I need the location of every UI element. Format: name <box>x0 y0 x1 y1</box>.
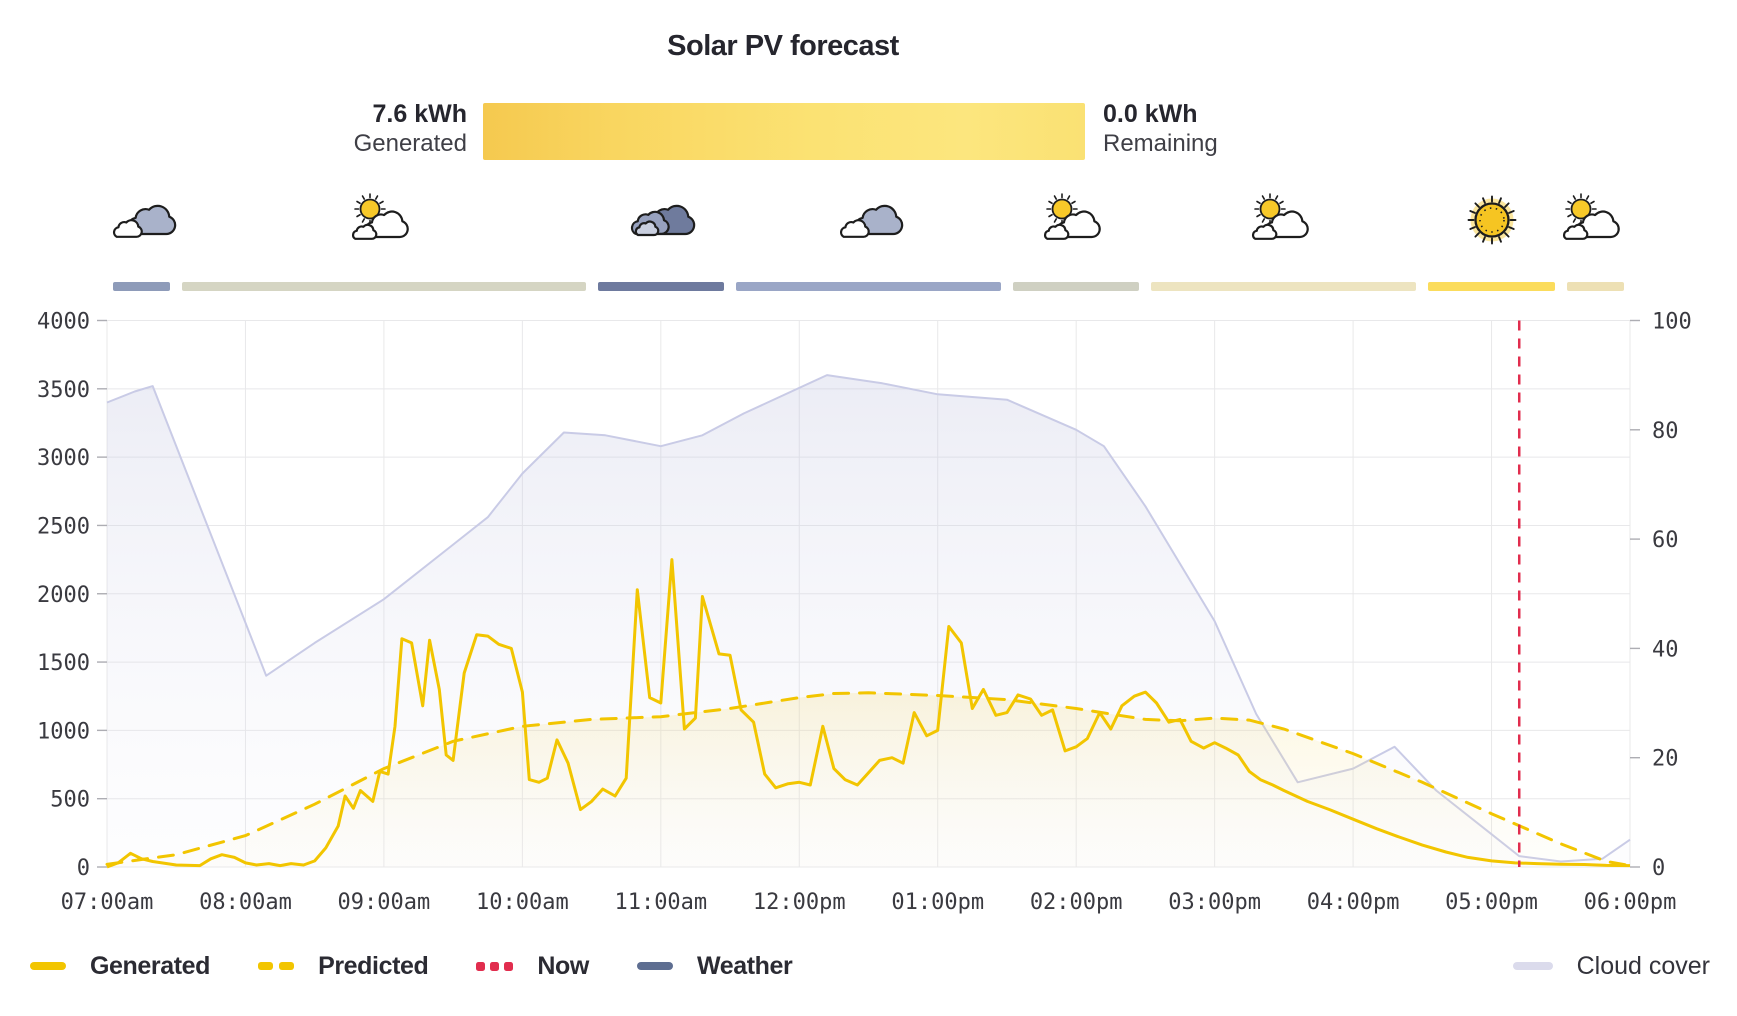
weather-segment <box>1428 282 1555 291</box>
legend-item-cloud-cover[interactable]: Cloud cover <box>1512 951 1710 981</box>
generated-label: Generated <box>353 130 467 157</box>
axis-labels: 0 500 1000 1500 2000 2500 3000 3500 4000 0 20 40 60 8… <box>37 310 1692 916</box>
legend-item-generated[interactable]: Generated <box>30 952 210 981</box>
svg-text:0: 0 <box>77 856 90 881</box>
svg-text:10:00am: 10:00am <box>476 890 569 915</box>
svg-text:3500: 3500 <box>37 378 90 403</box>
legend-right-group: Cloud cover <box>1512 951 1710 981</box>
generated-value: 7.6 kWh <box>372 100 467 128</box>
predicted-dashed-swatch <box>258 962 295 970</box>
svg-text:4000: 4000 <box>37 310 90 335</box>
legend-item-predicted[interactable]: Predicted <box>258 951 429 981</box>
legend-label-predicted: Predicted <box>318 951 429 980</box>
svg-text:02:00pm: 02:00pm <box>1030 890 1123 915</box>
svg-text:12:00pm: 12:00pm <box>753 890 846 915</box>
weather-segment <box>113 282 171 291</box>
forecast-chart: 0 500 1000 1500 2000 2500 3000 3500 4000 0 20 40 60 8… <box>37 310 1692 916</box>
svg-text:09:00am: 09:00am <box>338 890 431 915</box>
legend-label-now: Now <box>537 951 589 980</box>
svg-text:1000: 1000 <box>37 719 90 744</box>
svg-text:07:00am: 07:00am <box>61 890 154 915</box>
legend-label-weather: Weather <box>696 951 793 980</box>
overcast-icon <box>625 192 697 252</box>
svg-text:01:00pm: 01:00pm <box>891 890 984 915</box>
now-dotted-swatch <box>476 961 514 971</box>
partly-sunny-icon <box>1040 192 1112 252</box>
svg-text:2000: 2000 <box>37 583 90 608</box>
svg-text:2500: 2500 <box>37 514 90 539</box>
legend-left-group: Generated Predicted Now Weather <box>30 951 793 981</box>
remaining-label: Remaining <box>1103 130 1218 157</box>
svg-text:06:00pm: 06:00pm <box>1584 890 1677 915</box>
predicted-series <box>105 691 1632 868</box>
legend-label-cloud-cover: Cloud cover <box>1576 951 1710 980</box>
chart-legend: Generated Predicted Now Weather Cloud co… <box>0 944 1737 988</box>
svg-text:500: 500 <box>50 788 90 813</box>
svg-text:60: 60 <box>1652 528 1679 553</box>
weather-segment <box>1012 282 1140 291</box>
svg-text:80: 80 <box>1652 419 1679 444</box>
cloudy-icon <box>106 192 178 252</box>
weather-segment <box>182 282 586 291</box>
partly-sunny-icon <box>1559 192 1631 252</box>
generated-line-swatch <box>30 962 66 970</box>
svg-text:100: 100 <box>1652 310 1692 335</box>
legend-item-weather[interactable]: Weather <box>636 951 793 981</box>
weather-segment <box>1151 282 1417 291</box>
svg-text:0: 0 <box>1652 856 1665 881</box>
partly-sunny-icon <box>348 192 420 252</box>
svg-text:05:00pm: 05:00pm <box>1445 890 1538 915</box>
weather-segment <box>597 282 725 291</box>
weather-segment <box>1566 282 1624 291</box>
legend-label-generated: Generated <box>90 951 211 980</box>
svg-text:40: 40 <box>1652 637 1679 662</box>
cloud-cover-line-swatch <box>1512 962 1553 970</box>
generation-progress-bar <box>483 103 1085 160</box>
partly-sunny-icon <box>1248 192 1320 252</box>
generated-summary: 7.6 kWh Generated <box>0 99 467 159</box>
generated-series <box>106 558 1631 869</box>
svg-text:11:00am: 11:00am <box>614 890 707 915</box>
remaining-value: 0.0 kWh <box>1103 100 1198 128</box>
svg-text:1500: 1500 <box>37 651 90 676</box>
legend-item-now[interactable]: Now <box>476 952 589 981</box>
weather-segment <box>736 282 1001 291</box>
weather-line-swatch <box>636 962 673 970</box>
sunny-icon <box>1456 192 1528 252</box>
svg-text:03:00pm: 03:00pm <box>1168 890 1261 915</box>
remaining-summary: 0.0 kWh Remaining <box>1103 99 1218 159</box>
svg-text:3000: 3000 <box>37 446 90 471</box>
weather-strip <box>0 0 1737 300</box>
cloudy-icon <box>833 192 905 252</box>
page-title: Solar PV forecast <box>667 30 899 62</box>
svg-text:08:00am: 08:00am <box>199 890 292 915</box>
svg-text:04:00pm: 04:00pm <box>1307 890 1400 915</box>
svg-text:20: 20 <box>1652 747 1679 772</box>
